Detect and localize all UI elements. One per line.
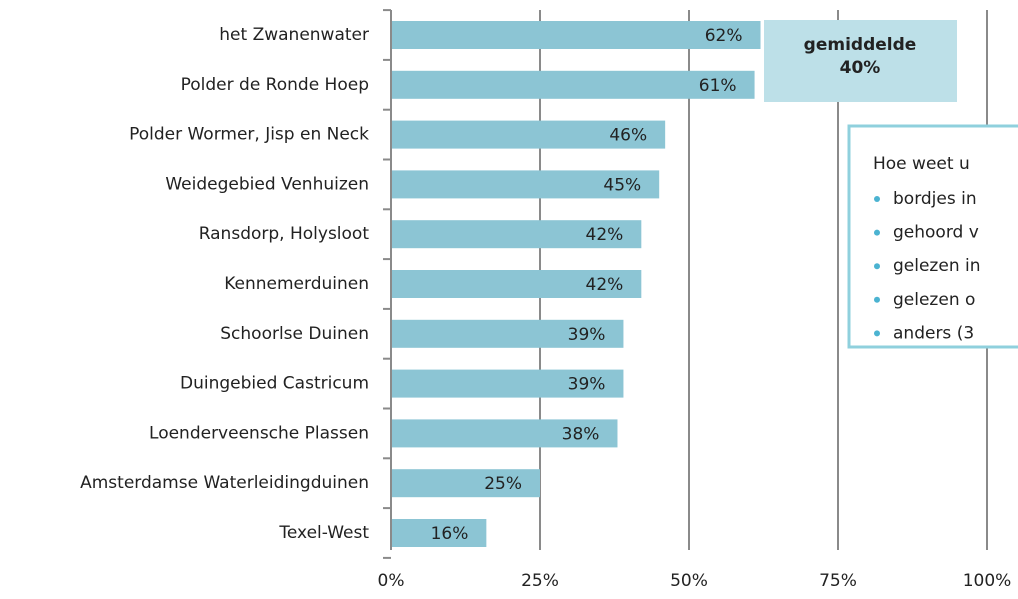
info-item: gelezen in xyxy=(893,256,981,276)
bar xyxy=(391,120,666,149)
y-tick-label: Amsterdamse Waterleidingduinen xyxy=(80,473,369,493)
x-tick-label: 25% xyxy=(521,571,559,591)
info-title: Hoe weet u xyxy=(873,154,970,174)
value-label: 45% xyxy=(603,175,641,195)
y-tick-label: Polder Wormer, Jisp en Neck xyxy=(129,125,369,145)
value-label: 62% xyxy=(705,26,743,46)
average-label: gemiddelde xyxy=(804,35,917,55)
x-tick-label: 0% xyxy=(378,571,405,591)
bullet xyxy=(874,229,880,236)
bar xyxy=(391,70,755,99)
y-tick-label: Duingebied Castricum xyxy=(180,374,369,394)
bar xyxy=(391,519,487,547)
bar xyxy=(391,469,540,498)
info-item: gelezen o xyxy=(893,290,975,310)
bullet xyxy=(874,330,880,337)
average-box xyxy=(764,20,957,102)
info-item: gehoord v xyxy=(893,223,979,243)
bar xyxy=(391,419,618,448)
value-label: 42% xyxy=(586,275,624,295)
y-tick-label: Weidegebied Venhuizen xyxy=(165,174,369,194)
bullet xyxy=(874,263,880,270)
y-tick-label: Polder de Ronde Hoep xyxy=(181,75,369,95)
value-label: 46% xyxy=(609,126,647,146)
average-value: 40% xyxy=(840,58,881,78)
info-box xyxy=(847,124,1018,349)
bar xyxy=(391,220,642,249)
bar xyxy=(391,319,624,348)
bar xyxy=(391,369,624,398)
info-item: bordjes in xyxy=(893,189,977,209)
info-item: anders (3 xyxy=(893,323,974,343)
x-tick-label: 75% xyxy=(819,571,857,591)
value-label: 16% xyxy=(431,524,469,544)
value-label: 39% xyxy=(568,325,606,345)
x-tick-label: 100% xyxy=(963,571,1012,591)
bullet xyxy=(874,296,880,303)
value-label: 39% xyxy=(568,375,606,395)
y-tick-label: Schoorlse Duinen xyxy=(220,324,369,344)
value-label: 42% xyxy=(586,225,624,245)
y-tick-label: Kennemerduinen xyxy=(224,274,369,294)
x-tick-label: 50% xyxy=(670,571,708,591)
bar xyxy=(391,270,642,298)
value-label: 25% xyxy=(484,474,522,494)
y-tick-label: Ransdorp, Holysloot xyxy=(199,224,370,244)
bullet xyxy=(874,196,880,202)
bar xyxy=(391,170,660,199)
bar xyxy=(391,21,761,49)
y-tick-label: Texel-West xyxy=(278,523,369,543)
y-tick-label: Loenderveensche Plassen xyxy=(149,423,369,443)
value-label: 38% xyxy=(562,424,600,444)
value-label: 61% xyxy=(699,76,737,96)
y-tick-label: het Zwanenwater xyxy=(219,25,369,45)
